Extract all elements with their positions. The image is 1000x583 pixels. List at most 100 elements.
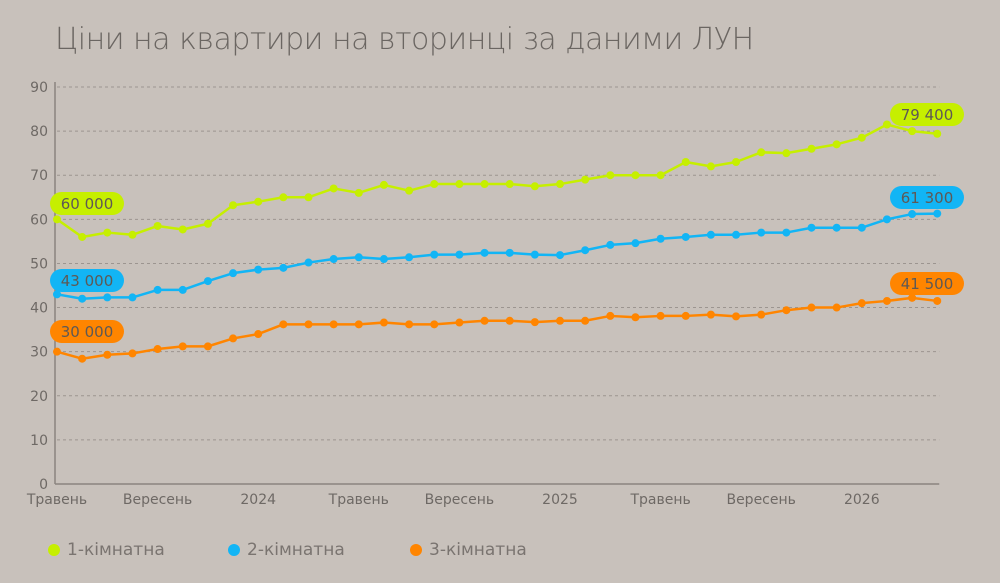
data-point xyxy=(807,303,816,312)
data-point xyxy=(581,246,590,255)
data-point xyxy=(807,144,816,153)
x-tick-label: Вересень xyxy=(726,492,795,508)
data-point xyxy=(581,175,590,184)
data-point xyxy=(203,219,212,228)
legend-marker-1-room xyxy=(48,544,60,556)
data-point xyxy=(405,186,414,195)
data-point xyxy=(882,215,891,224)
data-point xyxy=(857,299,866,308)
data-point xyxy=(153,285,162,294)
data-point xyxy=(732,312,741,321)
data-point xyxy=(656,171,665,180)
data-point xyxy=(430,250,439,259)
y-tick-label: 60 xyxy=(30,212,48,228)
x-tick-label: Травень xyxy=(26,492,87,508)
data-point xyxy=(782,306,791,315)
data-point xyxy=(53,290,61,299)
data-point xyxy=(732,157,741,166)
data-point xyxy=(505,180,514,189)
legend-item-1-room: 1-кімнатна xyxy=(48,540,165,560)
data-point xyxy=(304,193,313,202)
data-point xyxy=(706,230,715,239)
y-tick-label: 50 xyxy=(30,256,48,272)
data-point xyxy=(656,311,665,320)
value-badge-label: 60 000 xyxy=(61,195,114,213)
chart-title: Ціни на квартири на вторинці за даними Л… xyxy=(55,22,754,57)
legend-item-3-room: 3-кімнатна xyxy=(410,540,527,560)
legend-item-2-room: 2-кімнатна xyxy=(228,540,345,560)
data-point xyxy=(757,310,766,319)
y-tick-label: 20 xyxy=(30,389,48,405)
series-line-3 xyxy=(56,296,938,360)
legend-label-2-room: 2-кімнатна xyxy=(247,540,345,560)
legend-label-1-room: 1-кімнатна xyxy=(67,540,165,560)
value-badge-label: 61 300 xyxy=(901,189,954,207)
data-point xyxy=(153,345,162,354)
x-tick-label: 2026 xyxy=(844,492,880,508)
data-point xyxy=(405,320,414,329)
data-point xyxy=(178,285,187,294)
value-badge-label: 79 400 xyxy=(901,106,954,124)
data-point xyxy=(706,310,715,319)
data-point xyxy=(379,318,388,327)
data-point xyxy=(681,311,690,320)
series-line-2 xyxy=(56,212,938,300)
data-point xyxy=(882,120,891,129)
data-point xyxy=(455,180,464,189)
data-point xyxy=(757,228,766,237)
data-point xyxy=(681,232,690,241)
data-point xyxy=(128,349,137,358)
data-point xyxy=(103,228,112,237)
y-tick-label: 30 xyxy=(30,345,48,361)
data-point xyxy=(203,342,212,351)
y-tick-label: 80 xyxy=(30,124,48,140)
data-point xyxy=(832,140,841,149)
data-point xyxy=(505,316,514,325)
data-point xyxy=(354,253,363,262)
data-point xyxy=(631,313,640,322)
data-point xyxy=(103,293,112,302)
data-point xyxy=(556,180,564,189)
data-point xyxy=(103,350,112,359)
data-point xyxy=(933,209,942,218)
data-point xyxy=(706,162,715,171)
legend-marker-3-room xyxy=(410,544,422,556)
data-point xyxy=(229,334,238,343)
data-point xyxy=(455,250,464,259)
data-point xyxy=(379,180,388,189)
data-point xyxy=(782,149,791,158)
value-badge xyxy=(890,186,964,209)
x-tick-label: 2024 xyxy=(240,492,276,508)
data-point xyxy=(832,223,841,232)
data-point xyxy=(807,223,816,232)
y-tick-label: 70 xyxy=(30,168,48,184)
data-point xyxy=(732,230,741,239)
data-point xyxy=(379,255,388,264)
data-point xyxy=(857,223,866,232)
data-point xyxy=(530,318,539,327)
data-point xyxy=(631,171,640,180)
value-badge xyxy=(50,320,124,343)
data-point xyxy=(153,221,162,230)
data-point xyxy=(530,250,539,259)
data-point xyxy=(480,180,489,189)
data-point xyxy=(581,316,590,325)
data-point xyxy=(480,316,489,325)
x-tick-label: Травень xyxy=(629,492,690,508)
data-point xyxy=(329,255,338,264)
data-point xyxy=(832,303,841,312)
value-badge xyxy=(890,103,964,126)
data-point xyxy=(229,201,238,210)
data-point xyxy=(178,342,187,351)
data-point xyxy=(128,230,137,239)
data-point xyxy=(681,157,690,166)
data-point xyxy=(556,251,564,260)
data-point xyxy=(530,182,539,191)
data-point xyxy=(405,253,414,262)
data-point xyxy=(203,277,212,286)
data-point xyxy=(656,234,665,243)
data-point xyxy=(908,293,917,302)
legend-marker-2-room xyxy=(228,544,240,556)
